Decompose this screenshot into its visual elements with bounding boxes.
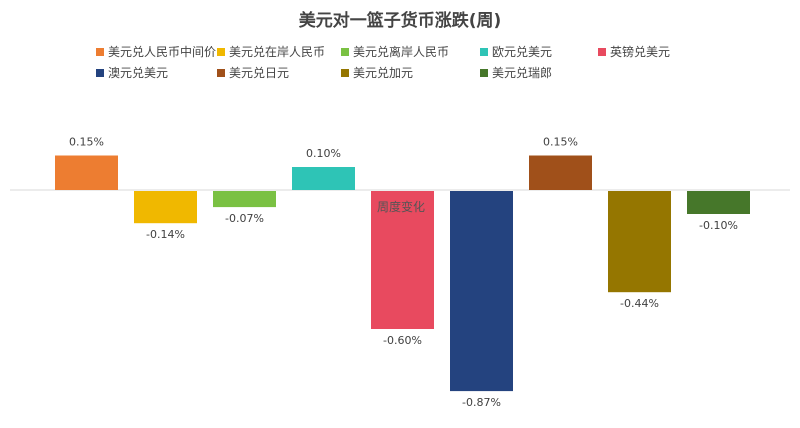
data-label: -0.87% [462, 396, 501, 409]
legend-item: 美元兑瑞郎 [480, 64, 552, 81]
chart-title: 美元对一篮子货币涨跌(周) [298, 11, 502, 31]
legend-label: 美元兑瑞郎 [492, 66, 553, 80]
legend-item: 美元兑日元 [217, 64, 289, 81]
data-label: 0.15% [69, 136, 104, 149]
legend-item: 澳元兑美元 [96, 64, 168, 81]
bar [292, 167, 355, 190]
legend-swatch [341, 47, 349, 56]
legend-label: 澳元兑美元 [108, 66, 169, 80]
legend-swatch [217, 68, 225, 77]
bar [213, 191, 276, 208]
legend-swatch [217, 47, 225, 56]
legend-swatch [341, 68, 349, 77]
bar [608, 191, 671, 293]
legend-item: 英镑兑美元 [598, 43, 670, 60]
legend-swatch [480, 68, 488, 77]
legend-label: 美元兑加元 [353, 66, 414, 80]
legend-label: 英镑兑美元 [610, 45, 671, 59]
legend-label: 美元兑在岸人民币 [229, 45, 326, 59]
data-label: 0.10% [306, 147, 341, 160]
legend-swatch [96, 68, 104, 77]
legend-item: 美元兑加元 [341, 64, 413, 81]
legend-label: 美元兑人民币中间价 [108, 45, 217, 59]
bar [529, 155, 592, 190]
legend-label: 欧元兑美元 [492, 45, 553, 59]
data-label: 0.15% [543, 136, 578, 149]
bar [687, 191, 750, 214]
legend-item: 美元兑离岸人民币 [341, 43, 449, 60]
legend-item: 美元兑人民币中间价 [96, 43, 216, 60]
data-label: -0.10% [699, 219, 738, 232]
data-label: -0.14% [146, 228, 185, 241]
legend-label: 美元兑离岸人民币 [353, 45, 450, 59]
legend-swatch [598, 47, 606, 56]
legend-label: 美元兑日元 [229, 66, 290, 80]
data-label: -0.44% [620, 297, 659, 310]
bar [55, 155, 118, 190]
bar [371, 191, 434, 329]
data-label: -0.07% [225, 212, 264, 225]
bar [134, 191, 197, 224]
legend-swatch [480, 47, 488, 56]
bar [450, 191, 513, 392]
data-label: -0.60% [383, 334, 422, 347]
chart-annotation: 周度变化 [377, 199, 425, 214]
legend-item: 美元兑在岸人民币 [217, 43, 325, 60]
legend-item: 欧元兑美元 [480, 43, 552, 60]
legend-swatch [96, 47, 104, 56]
